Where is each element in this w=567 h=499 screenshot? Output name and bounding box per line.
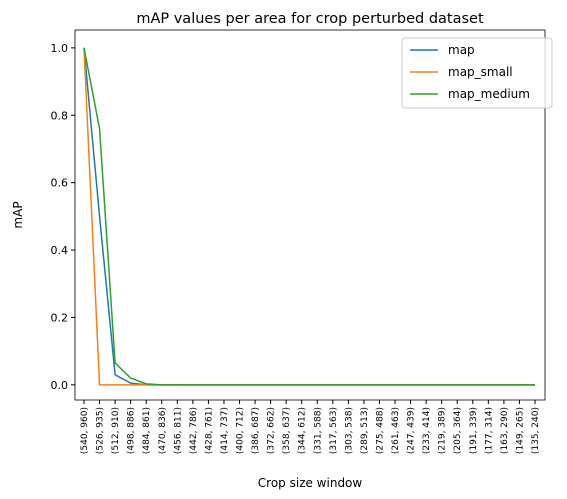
x-tick-label: (372, 662) [267, 407, 277, 454]
x-tick-label: (233, 414) [422, 407, 432, 454]
y-tick-label: 0.6 [51, 177, 69, 190]
x-tick-label: (177, 314) [484, 407, 494, 454]
chart-title: mAP values per area for crop perturbed d… [136, 11, 484, 27]
x-tick-label: (456, 811) [173, 407, 183, 454]
x-tick-label: (386, 687) [251, 407, 261, 454]
x-tick-label: (484, 861) [142, 407, 152, 454]
x-tick-label: (247, 439) [407, 407, 417, 454]
legend-label: map_small [448, 65, 513, 79]
series-line [83, 47, 535, 386]
x-tick-label: (498, 886) [127, 407, 137, 454]
x-tick-label: (470, 836) [158, 407, 168, 454]
x-tick-label: (289, 513) [360, 407, 370, 454]
legend-label: map_medium [448, 87, 530, 101]
x-tick-label: (442, 786) [189, 407, 199, 454]
x-tick-label: (428, 761) [204, 407, 214, 454]
x-tick-label: (275, 488) [375, 407, 385, 454]
x-tick-label: (317, 563) [329, 407, 339, 454]
x-tick-label: (400, 712) [236, 407, 246, 454]
x-axis-label: Crop size window [258, 476, 363, 490]
x-tick-label: (191, 339) [469, 407, 479, 454]
x-tick-label: (526, 935) [96, 407, 106, 454]
legend-box [401, 37, 553, 109]
x-tick-label: (331, 588) [313, 407, 323, 454]
y-tick-label: 0.8 [51, 109, 69, 122]
x-tick-label: (163, 290) [500, 407, 510, 454]
x-tick-label: (135, 240) [531, 407, 541, 454]
y-axis-label: mAP [11, 201, 25, 228]
y-tick-label: 1.0 [51, 42, 69, 55]
x-tick-label: (261, 463) [391, 407, 401, 454]
y-tick-label: 0.4 [51, 244, 69, 257]
x-tick-label: (414, 737) [220, 407, 230, 454]
x-tick-label: (512, 910) [111, 407, 121, 454]
y-tick-label: 0.0 [51, 379, 69, 392]
x-tick-label: (205, 364) [453, 407, 463, 454]
x-tick-label: (149, 265) [515, 407, 525, 454]
x-tick-label: (303, 538) [344, 407, 354, 454]
plot-frame [74, 29, 546, 401]
x-tick-label: (358, 637) [282, 407, 292, 454]
y-tick-label: 0.2 [51, 311, 69, 324]
legend-label: map [448, 43, 475, 57]
x-tick-label: (540, 960) [80, 407, 90, 454]
x-tick-label: (219, 389) [438, 407, 448, 454]
x-tick-label: (344, 612) [298, 407, 308, 454]
